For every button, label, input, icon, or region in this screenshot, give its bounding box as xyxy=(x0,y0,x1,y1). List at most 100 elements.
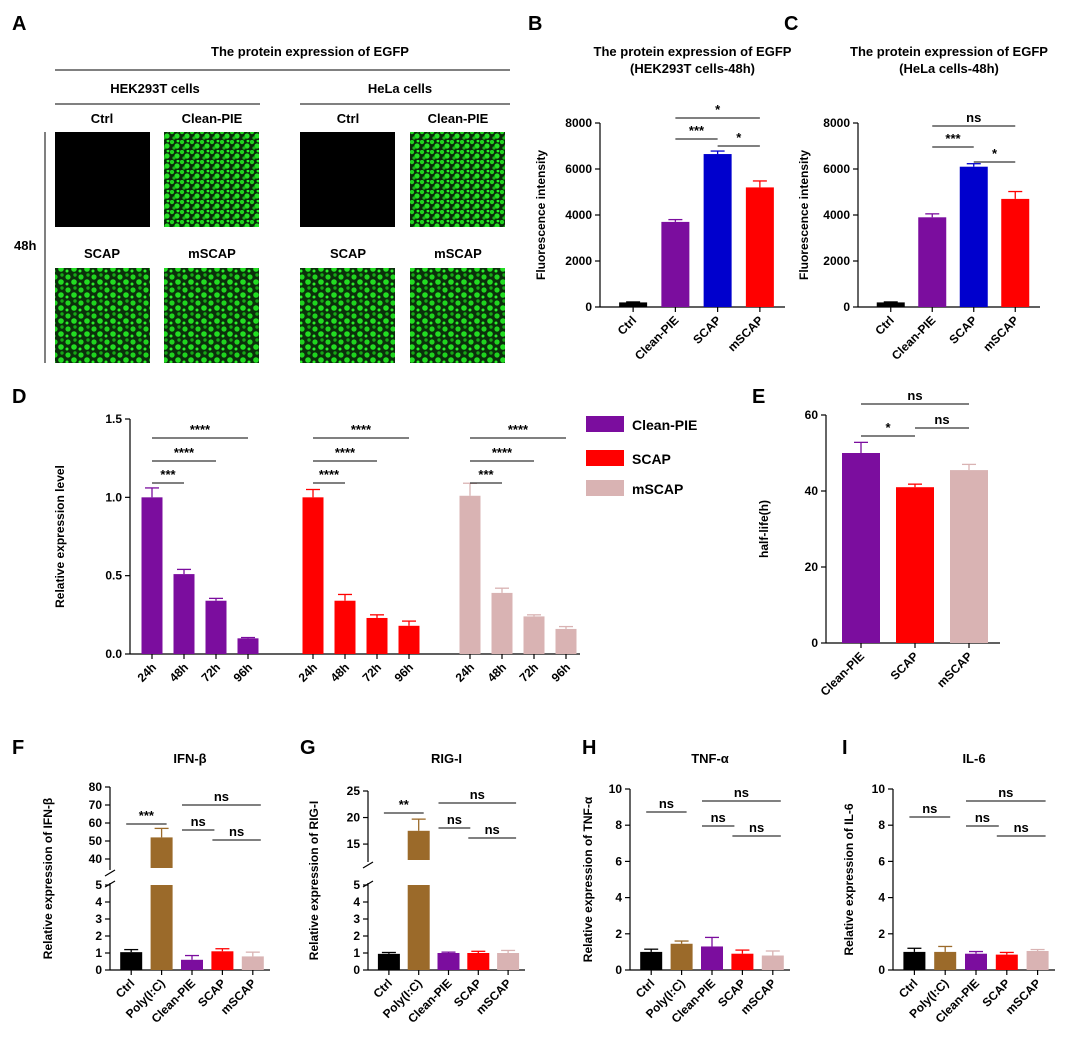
chart-e: 0 20 40 60 half-life(h) Clean-PIE SCAP mSCAP E ns… xyxy=(752,386,1000,699)
bar-scap xyxy=(896,487,934,643)
chart-f: 0 1 2 3 4 5 40 50 60 70 80 Relative expression of I… xyxy=(12,737,270,1026)
sig-24h-vs-48h-text: **** xyxy=(319,467,340,482)
sig-ctrl-vs-polyic-text: *** xyxy=(139,808,155,823)
sig-24h-vs-48h: *** xyxy=(152,467,184,484)
axis-break-mark xyxy=(362,880,374,888)
y-axis-label: Relative expression of IL-6 xyxy=(842,803,856,955)
sig-clean-pie-vs-scap: * xyxy=(861,420,915,437)
sig-24h-vs-48h: *** xyxy=(470,467,502,484)
sig-scap-vs-mscap-text: * xyxy=(736,130,742,145)
panel-label: C xyxy=(784,13,798,35)
bar-poly-i-c- xyxy=(670,943,693,970)
sig-24h-vs-96h: **** xyxy=(313,422,409,439)
chart-d: 0.0 0.5 1.0 1.5 Relative expression level D 24… xyxy=(12,386,697,685)
panel-a-g2-top-left-label: Ctrl xyxy=(337,111,359,126)
legend-label-scap: SCAP xyxy=(632,451,671,467)
bar-mscap xyxy=(950,470,988,643)
panel-label: F xyxy=(12,737,24,759)
x-tick-label: Clean-PIE xyxy=(889,313,939,363)
x-tick-label: mSCAP xyxy=(934,649,975,690)
error-bar xyxy=(674,940,689,944)
error-bar xyxy=(969,950,983,954)
sig-clean-pie-vs-scap-text: * xyxy=(885,420,891,435)
panel-label: E xyxy=(752,386,765,408)
sig-clean-pie-vs-mscap: ns xyxy=(966,785,1046,802)
y-axis-label: Relative expression of IFN-β xyxy=(41,798,55,959)
y-tick-label: 0.5 xyxy=(105,569,122,583)
error-bar xyxy=(752,180,767,188)
sig-scap-vs-mscap-text: ns xyxy=(749,820,764,835)
sig-clean-pie-vs-mscap-text: ns xyxy=(734,785,749,800)
sig-ctrl-vs-polyic-text: ns xyxy=(659,796,674,811)
x-tick-label: 96h xyxy=(231,660,256,685)
sig-clean-pie-vs-scap: ns xyxy=(702,810,735,827)
error-bar xyxy=(501,949,516,953)
chart-b: 0 2000 4000 6000 8000 Fluorescence intensity C… xyxy=(528,13,792,363)
panel-a-label: A xyxy=(12,13,26,35)
error-bar xyxy=(154,827,169,838)
panel-label: I xyxy=(842,737,848,759)
x-tick-label: mSCAP xyxy=(980,313,1021,354)
sig-clean-pie-vs-scap: ns xyxy=(438,812,471,829)
error-bar xyxy=(124,948,139,953)
bar-mscap xyxy=(497,953,520,970)
sig-clean-pie-vs-mscap-text: ns xyxy=(214,789,229,804)
error-bar xyxy=(402,620,416,626)
legend-swatch-clean-pie xyxy=(586,416,624,432)
chart-title: IFN-β xyxy=(173,751,206,766)
axis-break-mark xyxy=(362,861,374,869)
panel-label: H xyxy=(582,737,596,759)
sig-scap-vs-mscap: * xyxy=(717,130,760,147)
y-tick-label: 20 xyxy=(805,560,819,574)
y-axis-label: Relative expression of TNF-α xyxy=(581,796,595,962)
y-tick-label: 0.0 xyxy=(105,647,122,661)
error-bar xyxy=(735,949,750,954)
x-tick-label: mSCAP xyxy=(725,313,766,354)
bar-scap-48h xyxy=(334,600,356,654)
error-bar xyxy=(306,488,320,498)
sig-scap-vs-mscap: ns xyxy=(915,412,969,429)
x-tick-label: 96h xyxy=(392,660,417,685)
image-hek-scap xyxy=(55,268,150,363)
sig-ctrl-vs-polyic-text: ** xyxy=(399,797,410,812)
sig-24h-vs-72h: **** xyxy=(470,445,534,462)
panel-a-g1-top-left-label: Ctrl xyxy=(91,111,113,126)
bar-clean-pie xyxy=(965,953,987,970)
error-bar xyxy=(854,441,868,453)
x-tick-label: Ctrl xyxy=(633,976,658,1001)
bar-mscap xyxy=(761,955,784,970)
error-bar xyxy=(1030,948,1045,951)
bar-mscap xyxy=(1001,198,1030,307)
y-axis-label: Fluorescence intensity xyxy=(534,150,548,280)
error-bar xyxy=(177,568,191,575)
sig-24h-vs-48h-text: *** xyxy=(478,467,494,482)
sig-scap-vs-mscap-text: ns xyxy=(1014,820,1029,835)
y-tick-label: 10 xyxy=(609,782,623,796)
sig-clean-pie-vs-mscap-text: * xyxy=(715,102,721,117)
y-tick-label: 0 xyxy=(585,300,592,314)
x-tick-label: 72h xyxy=(360,660,385,685)
bar-poly-i-c--upper xyxy=(407,830,430,860)
error-bar xyxy=(966,163,981,167)
bar-scap-96h xyxy=(398,625,420,654)
sig-scap-vs-mscap: ns xyxy=(732,820,781,837)
error-bar xyxy=(381,951,396,954)
error-bar xyxy=(145,487,159,498)
sig-scap-vs-mscap: * xyxy=(973,146,1016,163)
sig-ctrl-vs-polyic: ns xyxy=(909,801,951,818)
bar-clean-pie-72h xyxy=(205,600,227,654)
bar-mscap-24h xyxy=(459,495,481,654)
error-bar xyxy=(999,951,1014,955)
sig-clean-pie-vs-scap-text: ns xyxy=(975,810,990,825)
panel-label: G xyxy=(300,737,316,759)
chart-c: 0 2000 4000 6000 8000 Fluorescence intensity C… xyxy=(784,13,1048,363)
bar-ctrl xyxy=(640,951,663,970)
error-bar xyxy=(668,218,683,222)
sig-24h-vs-96h-text: **** xyxy=(508,422,529,437)
chart-title: The protein expression of EGFP xyxy=(594,44,792,59)
sig-ctrl-vs-polyic-text: ns xyxy=(922,801,937,816)
bar-clean-pie-96h xyxy=(237,638,259,654)
bar-scap-72h xyxy=(366,617,388,654)
chart-subtitle: (HeLa cells-48h) xyxy=(899,61,999,76)
y-tick-label: 60 xyxy=(805,408,819,422)
